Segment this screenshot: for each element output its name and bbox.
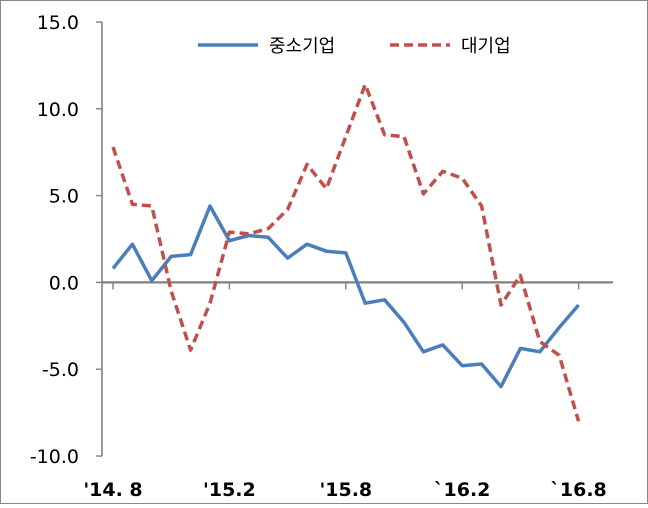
x-tick-label: '15.2 [203,479,256,501]
series-line-large-firms [111,82,581,422]
y-tick-label: 0.0 [49,272,79,294]
y-tick-label: 10.0 [37,99,79,121]
legend-label-sme: 중소기업 [269,36,335,57]
x-tick-label: '15.8 [319,479,372,501]
y-tick-label: -5.0 [42,359,79,381]
x-tick-label: '14. 8 [83,479,142,501]
x-tick-label: `16.2 [434,479,490,501]
y-tick-label: -10.0 [30,446,79,468]
y-tick-label: 15.0 [37,12,79,34]
x-tick-label: `16.8 [550,479,606,501]
y-tick-label: 5.0 [49,186,79,208]
series-line-sme [111,204,580,389]
legend-label-large-firms: 대기업 [461,36,511,57]
